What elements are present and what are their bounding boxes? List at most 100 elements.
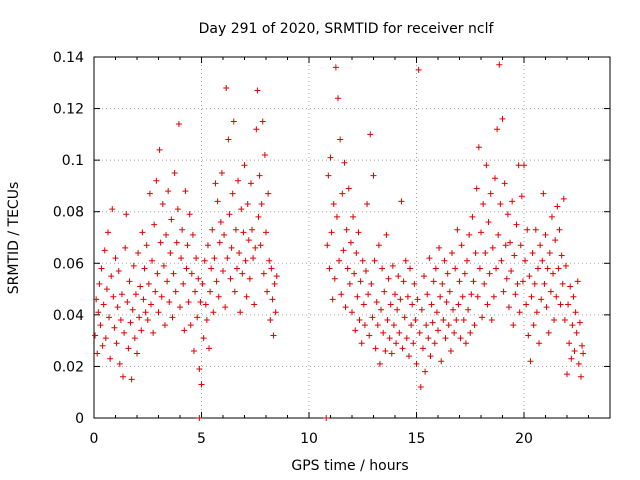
data-point	[484, 301, 491, 308]
data-point	[510, 322, 517, 329]
data-point	[394, 306, 401, 313]
data-point	[120, 373, 127, 380]
data-point	[362, 268, 369, 275]
data-point	[489, 244, 496, 251]
data-point	[423, 322, 430, 329]
data-point	[431, 340, 438, 347]
data-point	[393, 340, 400, 347]
data-point	[182, 188, 189, 195]
data-point	[384, 317, 391, 324]
data-point	[328, 229, 335, 236]
data-point	[157, 239, 164, 246]
data-point	[95, 309, 102, 316]
data-point	[561, 317, 568, 324]
data-point	[530, 322, 537, 329]
data-point	[426, 255, 433, 262]
data-point	[346, 280, 353, 287]
data-point	[494, 126, 501, 133]
data-point	[251, 301, 258, 308]
data-point	[379, 265, 386, 272]
data-point	[531, 280, 538, 287]
data-point	[395, 273, 402, 280]
data-point	[473, 185, 480, 192]
data-point	[273, 273, 280, 280]
data-point	[143, 242, 150, 249]
data-point	[385, 275, 392, 282]
data-point	[442, 335, 449, 342]
data-point	[97, 322, 104, 329]
data-point	[516, 309, 523, 316]
data-point	[241, 162, 248, 169]
data-point	[403, 335, 410, 342]
data-point	[335, 95, 342, 102]
data-point	[465, 306, 472, 313]
data-point	[265, 190, 272, 197]
data-point	[238, 206, 245, 213]
data-point	[147, 301, 154, 308]
data-point	[235, 177, 242, 184]
data-point	[543, 304, 550, 311]
data-point	[446, 288, 453, 295]
data-point	[414, 296, 421, 303]
data-point	[267, 317, 274, 324]
data-point	[570, 293, 577, 300]
data-point	[210, 309, 217, 316]
data-point	[405, 353, 412, 360]
data-point	[461, 270, 468, 277]
data-point	[170, 270, 177, 277]
y-tick-label: 0	[75, 411, 84, 427]
data-point	[232, 226, 239, 233]
data-point	[450, 306, 457, 313]
data-point	[226, 211, 233, 218]
data-point	[144, 317, 151, 324]
data-point	[568, 355, 575, 362]
data-point	[454, 226, 461, 233]
data-point	[228, 244, 235, 251]
x-tick-label: 10	[300, 431, 318, 447]
data-point	[215, 293, 222, 300]
data-point	[150, 329, 157, 336]
data-point	[92, 332, 99, 339]
data-point	[217, 219, 224, 226]
data-point	[504, 211, 511, 218]
data-point	[464, 257, 471, 264]
data-point	[560, 195, 567, 202]
data-point	[327, 154, 334, 161]
data-point	[387, 301, 394, 308]
data-point	[139, 229, 146, 236]
data-point	[389, 262, 396, 269]
data-point	[462, 340, 469, 347]
data-point	[412, 317, 419, 324]
data-point	[98, 265, 105, 272]
data-point	[574, 278, 581, 285]
data-point	[433, 309, 440, 316]
data-point	[498, 257, 505, 264]
data-point	[94, 350, 101, 357]
data-point	[340, 247, 347, 254]
data-point	[137, 283, 144, 290]
data-point	[523, 301, 530, 308]
data-point	[224, 255, 231, 262]
y-tick-label: 0.14	[53, 50, 84, 66]
data-point	[550, 270, 557, 277]
data-point	[103, 286, 110, 293]
data-point	[469, 213, 476, 220]
data-point	[172, 288, 179, 295]
data-point	[524, 226, 531, 233]
data-point	[325, 172, 332, 179]
data-point	[444, 270, 451, 277]
data-point	[179, 226, 186, 233]
data-point	[368, 280, 375, 287]
data-point	[545, 329, 552, 336]
data-point	[195, 275, 202, 282]
data-point	[236, 249, 243, 256]
data-point	[413, 360, 420, 367]
data-point	[508, 268, 515, 275]
data-point	[270, 332, 277, 339]
data-point	[522, 257, 529, 264]
data-point	[167, 249, 174, 256]
data-point	[579, 342, 586, 349]
data-point	[399, 345, 406, 352]
data-point	[505, 304, 512, 311]
data-point	[333, 213, 340, 220]
